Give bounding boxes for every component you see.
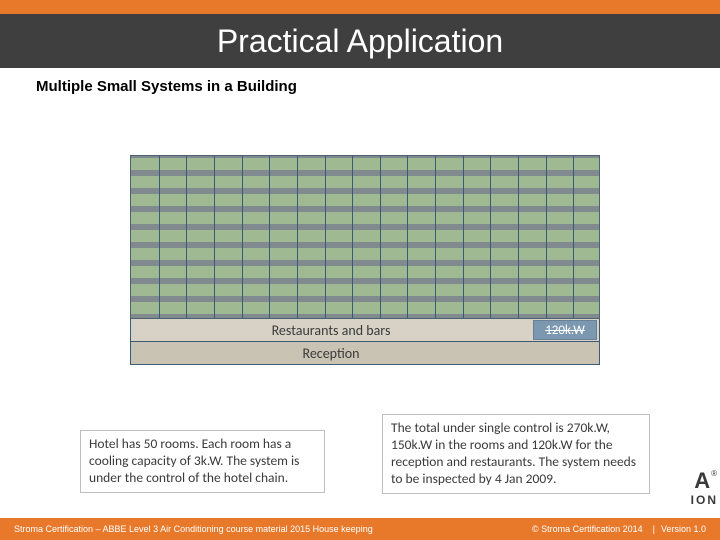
restaurants-row: Restaurants and bars120k.W xyxy=(130,319,600,342)
slide-subtitle: Multiple Small Systems in a Building xyxy=(36,78,720,95)
room-divider xyxy=(297,156,298,318)
room-divider xyxy=(518,156,519,318)
caption-right: The total under single control is 270k.W… xyxy=(382,414,650,494)
row-label: Restaurants and bars xyxy=(131,322,531,339)
logo-fragment: A® ION xyxy=(691,470,718,506)
room-divider xyxy=(546,156,547,318)
room-divider xyxy=(214,156,215,318)
footer-sep: | xyxy=(653,524,655,534)
room-divider xyxy=(269,156,270,318)
logo-fragment-top: A xyxy=(694,468,711,493)
room-floor-stripe xyxy=(131,230,599,242)
room-floor-stripe xyxy=(131,284,599,296)
room-divider xyxy=(352,156,353,318)
room-divider xyxy=(490,156,491,318)
title-bar: Practical Application xyxy=(0,14,720,68)
room-divider xyxy=(242,156,243,318)
room-floor-stripe xyxy=(131,248,599,260)
footer-left: Stroma Certification – ABBE Level 3 Air … xyxy=(14,524,532,534)
room-divider xyxy=(435,156,436,318)
row-label: Reception xyxy=(131,345,531,362)
footer-bar: Stroma Certification – ABBE Level 3 Air … xyxy=(0,518,720,540)
room-floor-stripe xyxy=(131,194,599,206)
building-diagram: Restaurants and bars120k.WReception xyxy=(130,155,600,365)
accent-bar xyxy=(0,0,720,14)
slide: Practical Application Multiple Small Sys… xyxy=(0,0,720,540)
room-floor-stripe xyxy=(131,176,599,188)
logo-fragment-bottom: ION xyxy=(691,494,718,506)
room-floor-stripe xyxy=(131,212,599,224)
room-divider xyxy=(573,156,574,318)
room-divider xyxy=(407,156,408,318)
caption-left: Hotel has 50 rooms. Each room has a cool… xyxy=(80,430,325,493)
rooms-grid xyxy=(130,155,600,319)
room-divider xyxy=(380,156,381,318)
capacity-badge: 120k.W xyxy=(533,320,597,340)
room-divider xyxy=(463,156,464,318)
reception-row: Reception xyxy=(130,342,600,365)
room-divider xyxy=(325,156,326,318)
footer-version: Version 1.0 xyxy=(661,524,706,534)
room-floor-stripe xyxy=(131,158,599,170)
room-floor-stripe xyxy=(131,266,599,278)
room-divider xyxy=(186,156,187,318)
footer-copyright: © Stroma Certification 2014 xyxy=(532,524,643,534)
slide-title: Practical Application xyxy=(217,23,503,60)
room-divider xyxy=(159,156,160,318)
room-floor-stripe xyxy=(131,302,599,314)
